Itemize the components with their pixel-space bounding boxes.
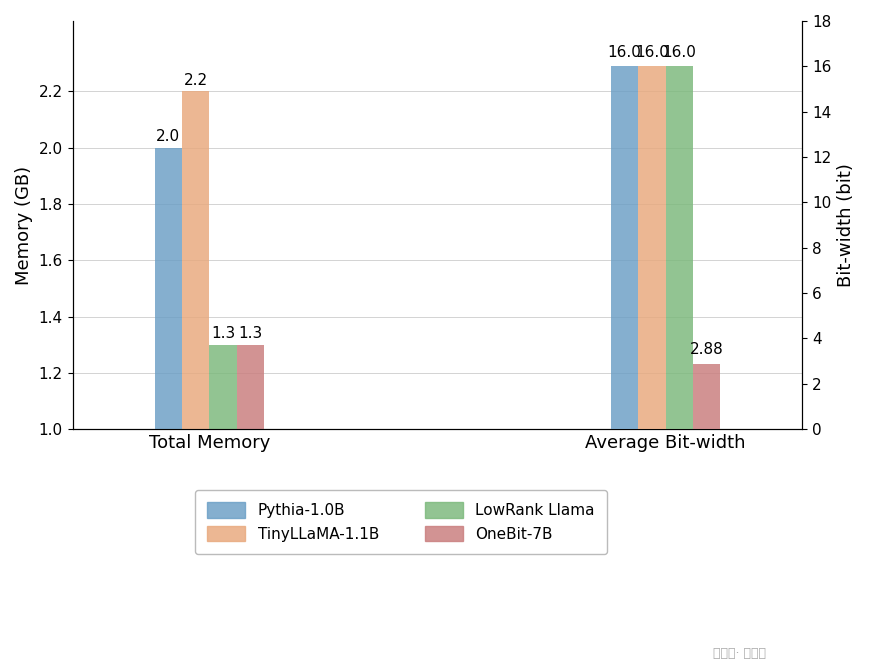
Y-axis label: Memory (GB): Memory (GB) bbox=[15, 165, 33, 285]
Text: 16.0: 16.0 bbox=[634, 44, 668, 60]
Bar bbox=[665, 66, 692, 429]
Bar bbox=[182, 91, 209, 670]
Bar bbox=[637, 66, 665, 429]
Bar bbox=[155, 147, 182, 670]
Text: 2.2: 2.2 bbox=[183, 73, 208, 88]
Text: 1.3: 1.3 bbox=[210, 326, 235, 341]
Y-axis label: Bit-width (bit): Bit-width (bit) bbox=[836, 163, 854, 287]
Text: 1.3: 1.3 bbox=[238, 326, 262, 341]
Bar bbox=[610, 66, 637, 429]
Bar bbox=[692, 364, 720, 429]
Text: 16.0: 16.0 bbox=[607, 44, 640, 60]
Text: 公众号· 量子位: 公众号· 量子位 bbox=[712, 647, 765, 659]
Text: 2.88: 2.88 bbox=[689, 342, 723, 357]
Text: 2.0: 2.0 bbox=[156, 129, 180, 144]
Legend: Pythia-1.0B, TinyLLaMA-1.1B, LowRank Llama, OneBit-7B: Pythia-1.0B, TinyLLaMA-1.1B, LowRank Lla… bbox=[195, 490, 607, 554]
Text: 16.0: 16.0 bbox=[661, 44, 695, 60]
Bar bbox=[236, 344, 264, 670]
Bar bbox=[209, 344, 236, 670]
